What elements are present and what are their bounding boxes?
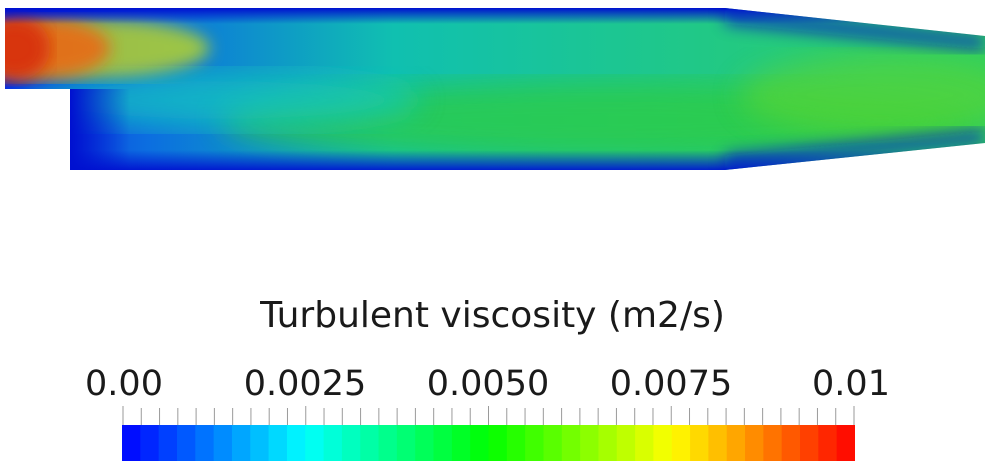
color-step: [745, 425, 764, 461]
color-step: [653, 425, 673, 461]
color-step: [781, 425, 801, 461]
color-step: [396, 425, 416, 461]
tick-label: 0.00: [85, 364, 163, 404]
color-step: [616, 425, 636, 461]
tick-label: 0.0075: [609, 364, 733, 404]
color-step: [433, 425, 453, 461]
color-step: [286, 425, 306, 461]
color-step: [158, 425, 178, 461]
color-step: [360, 425, 380, 461]
color-step: [488, 425, 508, 461]
color-step: [763, 425, 783, 461]
color-scale-steps: [122, 425, 855, 461]
color-step: [708, 425, 728, 461]
color-step: [470, 425, 490, 461]
color-step: [818, 425, 838, 461]
color-step: [176, 425, 196, 461]
color-scale-ticks: [122, 406, 855, 425]
color-step: [451, 425, 471, 461]
turbulent-viscosity-field: [5, 8, 985, 170]
tick-label: 0.0025: [243, 364, 367, 404]
tick-label: 0.01: [812, 364, 890, 404]
color-step: [690, 425, 710, 461]
color-step: [140, 425, 160, 461]
color-step: [195, 425, 215, 461]
color-step: [726, 425, 746, 461]
color-step: [122, 425, 141, 461]
color-step: [800, 425, 819, 461]
legend-title: Turbulent viscosity (m2/s): [260, 295, 725, 336]
color-step: [415, 425, 435, 461]
color-step: [323, 425, 343, 461]
color-step: [543, 425, 563, 461]
color-step: [231, 425, 251, 461]
color-step: [671, 425, 691, 461]
color-step: [250, 425, 270, 461]
color-step: [525, 425, 545, 461]
color-step: [580, 425, 600, 461]
color-step: [213, 425, 233, 461]
color-step: [561, 425, 581, 461]
color-step: [836, 425, 855, 461]
color-step: [635, 425, 655, 461]
color-scale-bar: [122, 406, 855, 461]
color-step: [305, 425, 325, 461]
tick-label: 0.0050: [426, 364, 550, 404]
color-step: [268, 425, 288, 461]
color-step: [341, 425, 361, 461]
color-step: [506, 425, 526, 461]
color-step: [378, 425, 398, 461]
color-step: [598, 425, 618, 461]
